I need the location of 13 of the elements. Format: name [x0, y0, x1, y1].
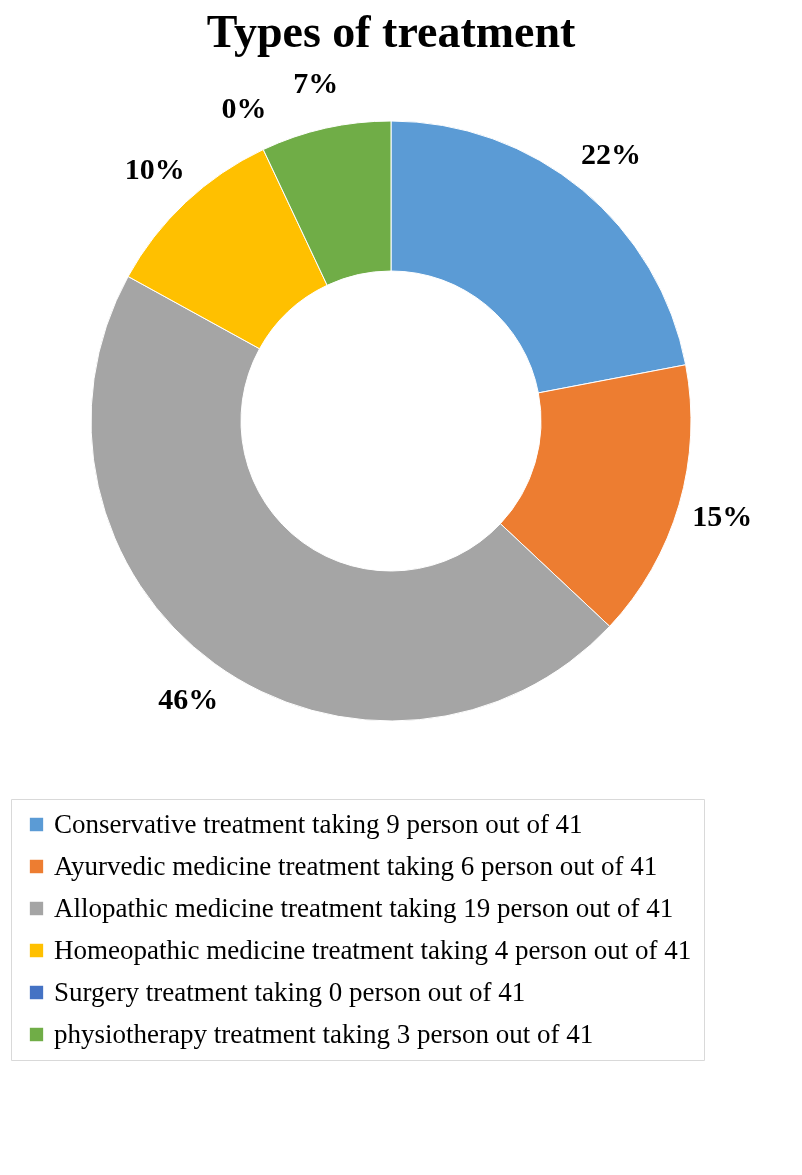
chart-title: Types of treatment [206, 6, 577, 57]
text: 0% [221, 90, 267, 124]
data-label: 15% [692, 499, 753, 533]
legend-label: Homeopathic medicine treatment taking 4 person out of 41 [54, 934, 692, 965]
data-label: 7% [293, 66, 339, 100]
legend-label: Surgery treatment taking 0 person out of 41 [54, 976, 526, 1007]
legend-label: Ayurvedic medicine treatment taking 6 person out of 41 [54, 850, 658, 881]
legend-label: Conservative treatment taking 9 person out of 41 [54, 808, 583, 839]
legend-label: physiotherapy treatment taking 3 person out of 41 [54, 1018, 594, 1049]
legend-label: Allopathic medicine treatment taking 19 person out of 41 [54, 892, 674, 923]
data-label: 22% [580, 137, 641, 171]
data-label: 10% [124, 151, 185, 185]
data-label: 46% [158, 682, 219, 716]
